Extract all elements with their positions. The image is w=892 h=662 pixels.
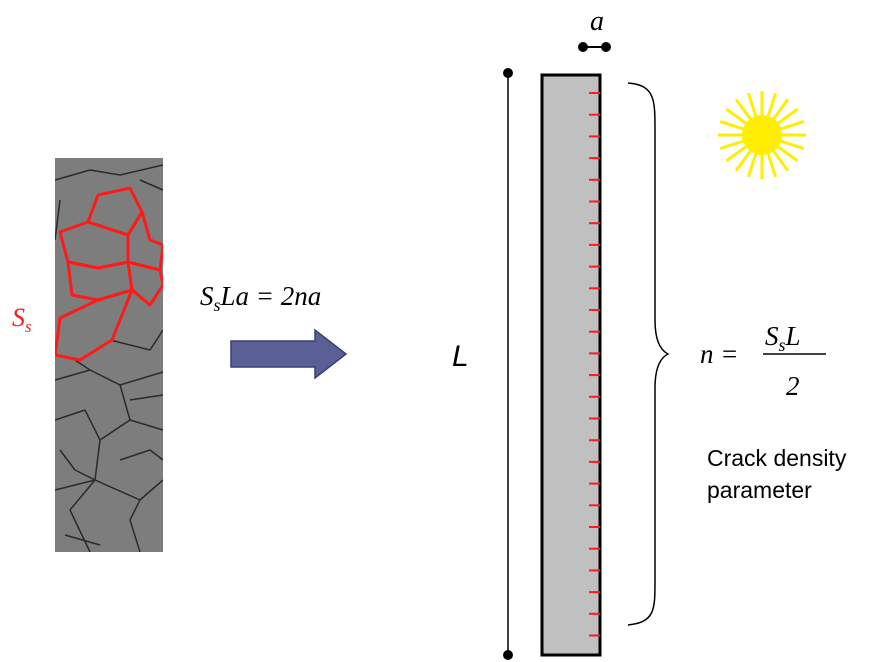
width-label: a xyxy=(590,6,604,37)
grain-line xyxy=(55,409,86,421)
grain-line xyxy=(55,369,91,381)
grain-line xyxy=(74,359,91,371)
grain-line xyxy=(119,449,151,461)
micrograph xyxy=(55,158,163,552)
grain-line xyxy=(59,449,76,471)
grain-line xyxy=(55,479,96,491)
dot xyxy=(601,42,611,52)
dot xyxy=(503,68,513,78)
grain-line xyxy=(139,179,163,191)
grain-line xyxy=(129,499,141,521)
n-equation-lhs: n = xyxy=(700,339,738,369)
grain-line xyxy=(64,534,101,546)
grain-line xyxy=(109,339,151,351)
grain-line xyxy=(74,469,96,481)
grain-line xyxy=(55,169,91,181)
length-label: L xyxy=(452,340,469,373)
brace xyxy=(627,82,670,626)
n-equation-denominator: 2 xyxy=(786,371,800,401)
grain-boundaries xyxy=(55,186,163,362)
grain-line xyxy=(55,199,61,241)
sun xyxy=(718,91,806,179)
n-equation-numerator: SsL xyxy=(765,321,801,355)
equation: SsLa = 2na xyxy=(200,281,321,315)
sun-core xyxy=(742,115,782,155)
grain-line xyxy=(94,439,101,481)
grain-line xyxy=(119,164,163,176)
grain-line xyxy=(89,169,121,176)
micrograph-label: Ss xyxy=(12,303,32,336)
caption: Crack density xyxy=(707,445,847,471)
grain-line xyxy=(69,479,96,511)
grain-line xyxy=(119,371,163,386)
grain-line xyxy=(119,384,131,421)
arrow xyxy=(230,328,348,380)
grain-line xyxy=(99,419,131,441)
grain-line xyxy=(129,519,141,552)
caption: parameter xyxy=(707,477,812,503)
grain-line xyxy=(149,449,163,461)
grain-line xyxy=(139,479,163,501)
dot xyxy=(503,650,513,660)
specimen xyxy=(540,73,602,657)
grain-line xyxy=(94,479,141,501)
grain-line xyxy=(89,369,121,386)
grain-line xyxy=(84,409,101,441)
grain-line xyxy=(129,394,163,401)
dot xyxy=(578,42,588,52)
grain-line xyxy=(149,329,163,351)
grain-line xyxy=(69,509,91,552)
grain-line xyxy=(129,419,163,431)
